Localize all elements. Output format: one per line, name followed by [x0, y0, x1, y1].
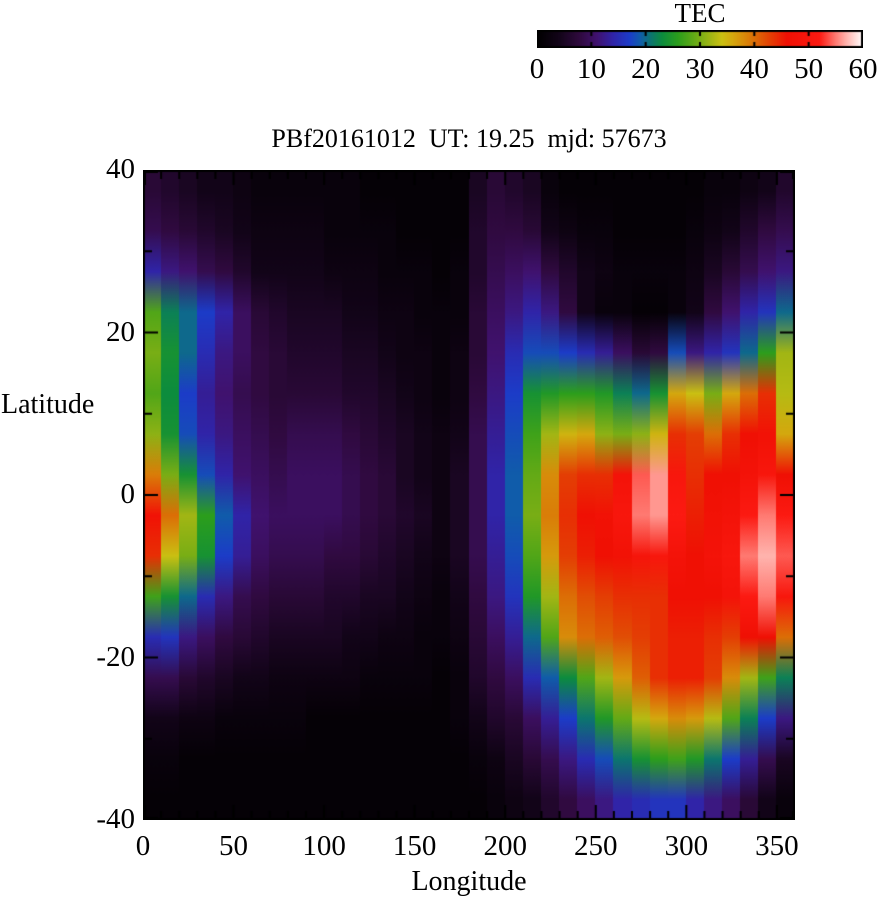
- x-axis-tick-label: 350: [755, 830, 799, 862]
- colorbar-gradient: [537, 30, 863, 48]
- colorbar-tick-label: 40: [739, 53, 769, 85]
- y-axis-tick-labels: 40 20 0 -20 -40: [0, 153, 136, 835]
- x-axis-tick-label: 200: [483, 830, 527, 862]
- y-axis-tick-label: 40: [106, 152, 135, 185]
- x-axis-tick-label: 100: [302, 830, 346, 862]
- x-axis-tick-label: 150: [392, 830, 437, 862]
- colorbar-tick-label: 60: [848, 53, 877, 85]
- x-axis-label: Longitude: [411, 866, 527, 897]
- x-axis-tick-label: 300: [664, 830, 709, 862]
- colorbar-tick-label: 50: [794, 53, 824, 85]
- y-axis-tick-label: 0: [120, 477, 136, 510]
- colorbar-tick-label: 10: [576, 53, 606, 85]
- tec-heatmap-canvas: [143, 170, 795, 820]
- plot-title: PBf20161012 UT: 19.25 mjd: 57673: [271, 124, 667, 153]
- y-axis-label: Latitude: [1, 389, 95, 420]
- colorbar-title: TEC: [674, 0, 726, 28]
- y-axis-tick-label: -20: [96, 640, 135, 673]
- colorbar-tick-label: 0: [529, 53, 545, 85]
- y-axis-tick-label: -40: [96, 802, 135, 835]
- colorbar-tick-label: 30: [685, 53, 715, 85]
- x-axis-tick-label: 250: [574, 830, 618, 862]
- x-axis-tick-labels: 0 50 100 150 200 250 300 350: [136, 830, 799, 866]
- y-axis-tick-label: 20: [106, 315, 135, 348]
- x-axis-tick-label: 0: [135, 830, 151, 862]
- x-axis-tick-label: 50: [219, 830, 249, 862]
- colorbar-tick-label: 20: [631, 53, 661, 85]
